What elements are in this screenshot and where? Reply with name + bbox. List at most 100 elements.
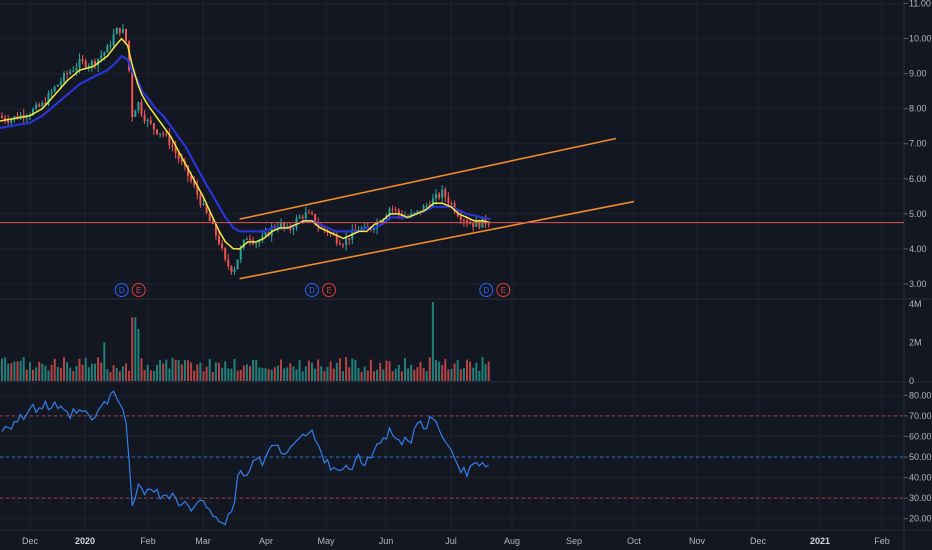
candle-body: [106, 45, 109, 53]
candle-body: [311, 212, 313, 214]
volume-bar: [450, 368, 453, 381]
price-tick-label: 9.00: [909, 69, 927, 79]
volume-bar: [47, 370, 50, 381]
dividend-marker[interactable]: [305, 283, 319, 297]
volume-bar: [388, 361, 391, 381]
candle-body: [152, 123, 155, 130]
volume-bar: [252, 359, 255, 381]
time-axis-label: May: [317, 536, 335, 546]
volume-bar: [407, 368, 410, 381]
candle-body: [258, 240, 261, 244]
volume-bar: [90, 363, 93, 381]
volume-bar: [94, 363, 96, 381]
dividend-marker[interactable]: [114, 283, 129, 297]
candle-body: [125, 28, 127, 41]
candle-body: [81, 59, 84, 61]
volume-bar: [50, 364, 53, 381]
volume-bar: [196, 364, 199, 381]
volume-bar: [66, 362, 69, 381]
candle-body: [1, 115, 3, 118]
volume-bar: [112, 365, 115, 381]
volume-bar: [109, 372, 112, 381]
candle-body: [44, 102, 47, 105]
volume-bar: [289, 363, 292, 381]
volume-bar: [125, 363, 127, 381]
candle-body: [208, 213, 211, 222]
candle-body: [441, 189, 444, 198]
volume-bar: [162, 363, 165, 381]
earnings-marker-label: E: [326, 286, 331, 295]
candle-body: [413, 212, 416, 214]
dividend-marker[interactable]: [479, 283, 494, 297]
volume-bar: [35, 367, 38, 381]
candle-body: [236, 259, 239, 270]
volume-bar: [345, 357, 348, 381]
volume-bar: [459, 369, 462, 381]
candle-body: [233, 269, 236, 272]
volume-bar: [221, 367, 224, 381]
candle-body: [391, 208, 394, 210]
candle-body: [180, 159, 183, 162]
volume-bar: [227, 368, 230, 381]
volume-bar: [100, 362, 103, 381]
earnings-marker[interactable]: [322, 283, 336, 297]
candle-body: [128, 40, 131, 71]
volume-bar: [428, 357, 431, 381]
volume-bar: [394, 368, 397, 381]
volume-bar: [354, 359, 357, 381]
candle-body: [342, 244, 344, 246]
volume-bar: [152, 371, 155, 381]
volume-bar: [369, 359, 372, 381]
volume-bar: [211, 372, 214, 381]
candle-body: [245, 239, 248, 241]
volume-bar: [205, 366, 208, 381]
candle-body: [202, 203, 205, 206]
earnings-marker[interactable]: [496, 283, 511, 297]
volume-bar: [431, 301, 434, 381]
channel-lower-line[interactable]: [239, 200, 635, 280]
volume-bar: [382, 369, 385, 381]
volume-bar: [177, 360, 180, 381]
candle-body: [94, 61, 96, 66]
candle-body: [205, 203, 208, 214]
volume-bar: [224, 361, 227, 381]
volume-bar: [481, 357, 484, 381]
volume-bar: [214, 362, 217, 381]
rsi-tick-label: 30.00: [909, 493, 932, 503]
volume-bar: [255, 360, 258, 381]
candle-body: [227, 259, 230, 267]
volume-bar: [1, 358, 3, 381]
volume-tick-label: 0: [909, 376, 914, 386]
candle-body: [149, 120, 152, 124]
candle-body: [435, 193, 437, 199]
volume-bar: [53, 358, 56, 381]
volume-bar: [28, 362, 31, 381]
volume-bar: [416, 367, 419, 381]
earnings-marker[interactable]: [131, 283, 146, 297]
candle-body: [214, 223, 217, 236]
channel-upper-line[interactable]: [239, 137, 617, 220]
candle-body: [360, 227, 363, 230]
volume-bar: [208, 359, 211, 381]
volume-bar: [41, 363, 44, 381]
candle-body: [394, 209, 397, 211]
volume-bar: [264, 367, 267, 381]
volume-bar: [249, 366, 251, 381]
volume-bar: [143, 370, 146, 381]
candle-body: [320, 226, 323, 228]
candle-body: [242, 239, 245, 248]
volume-bar: [307, 360, 310, 381]
volume-bar: [413, 369, 416, 381]
volume-bar: [466, 359, 468, 381]
volume-bar: [131, 317, 134, 381]
candle-body: [193, 180, 196, 186]
candle-body: [121, 28, 124, 33]
price-tick-label: 6.00: [909, 174, 927, 184]
dividend-marker-label: D: [309, 286, 315, 295]
volume-tick-label: 4M: [909, 299, 922, 309]
candle-body: [69, 71, 72, 74]
volume-bar: [475, 362, 478, 381]
candle-body: [84, 60, 87, 68]
